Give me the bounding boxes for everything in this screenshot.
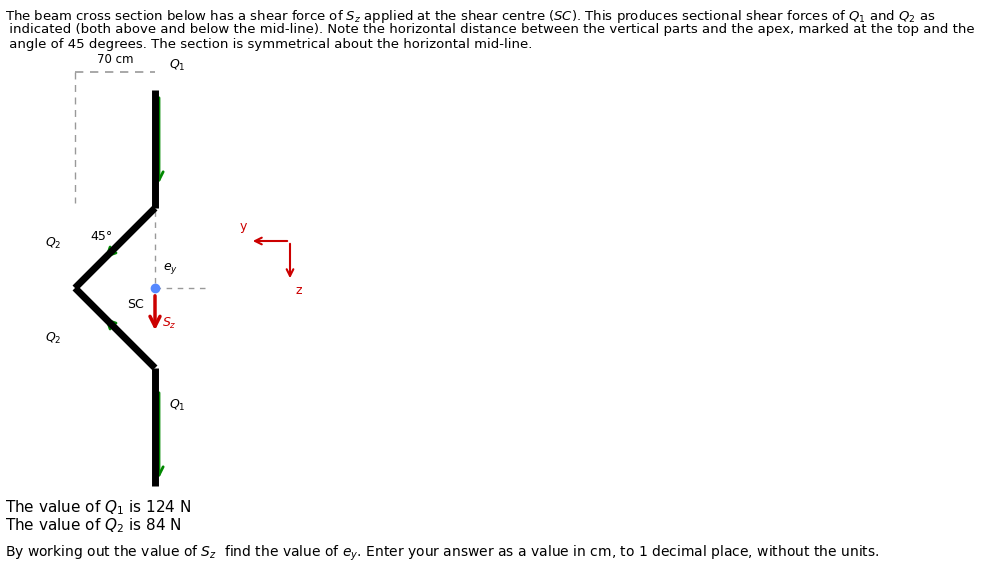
Text: $Q_1$: $Q_1$	[169, 57, 185, 73]
Text: The value of $Q_1$ is 124 N: The value of $Q_1$ is 124 N	[5, 498, 192, 517]
Text: $Q_1$: $Q_1$	[169, 397, 185, 413]
Text: SC: SC	[127, 298, 144, 311]
Text: The value of $Q_2$ is 84 N: The value of $Q_2$ is 84 N	[5, 516, 181, 534]
Text: $e_y$: $e_y$	[163, 261, 178, 276]
Text: z: z	[295, 284, 301, 297]
Text: angle of 45 degrees. The section is symmetrical about the horizontal mid-line.: angle of 45 degrees. The section is symm…	[5, 38, 532, 51]
Text: $Q_2$: $Q_2$	[44, 331, 61, 346]
Text: The beam cross section below has a shear force of $S_z$ applied at the shear cen: The beam cross section below has a shear…	[5, 8, 935, 25]
Text: 70 cm: 70 cm	[97, 53, 133, 66]
Text: indicated (both above and below the mid-line). Note the horizontal distance betw: indicated (both above and below the mid-…	[5, 23, 975, 36]
Text: 45°: 45°	[90, 230, 112, 244]
Text: By working out the value of $S_z$  find the value of $e_y$. Enter your answer as: By working out the value of $S_z$ find t…	[5, 544, 879, 563]
Text: y: y	[240, 220, 247, 233]
Text: $Q_2$: $Q_2$	[44, 236, 61, 251]
Text: $S_z$: $S_z$	[162, 315, 176, 331]
